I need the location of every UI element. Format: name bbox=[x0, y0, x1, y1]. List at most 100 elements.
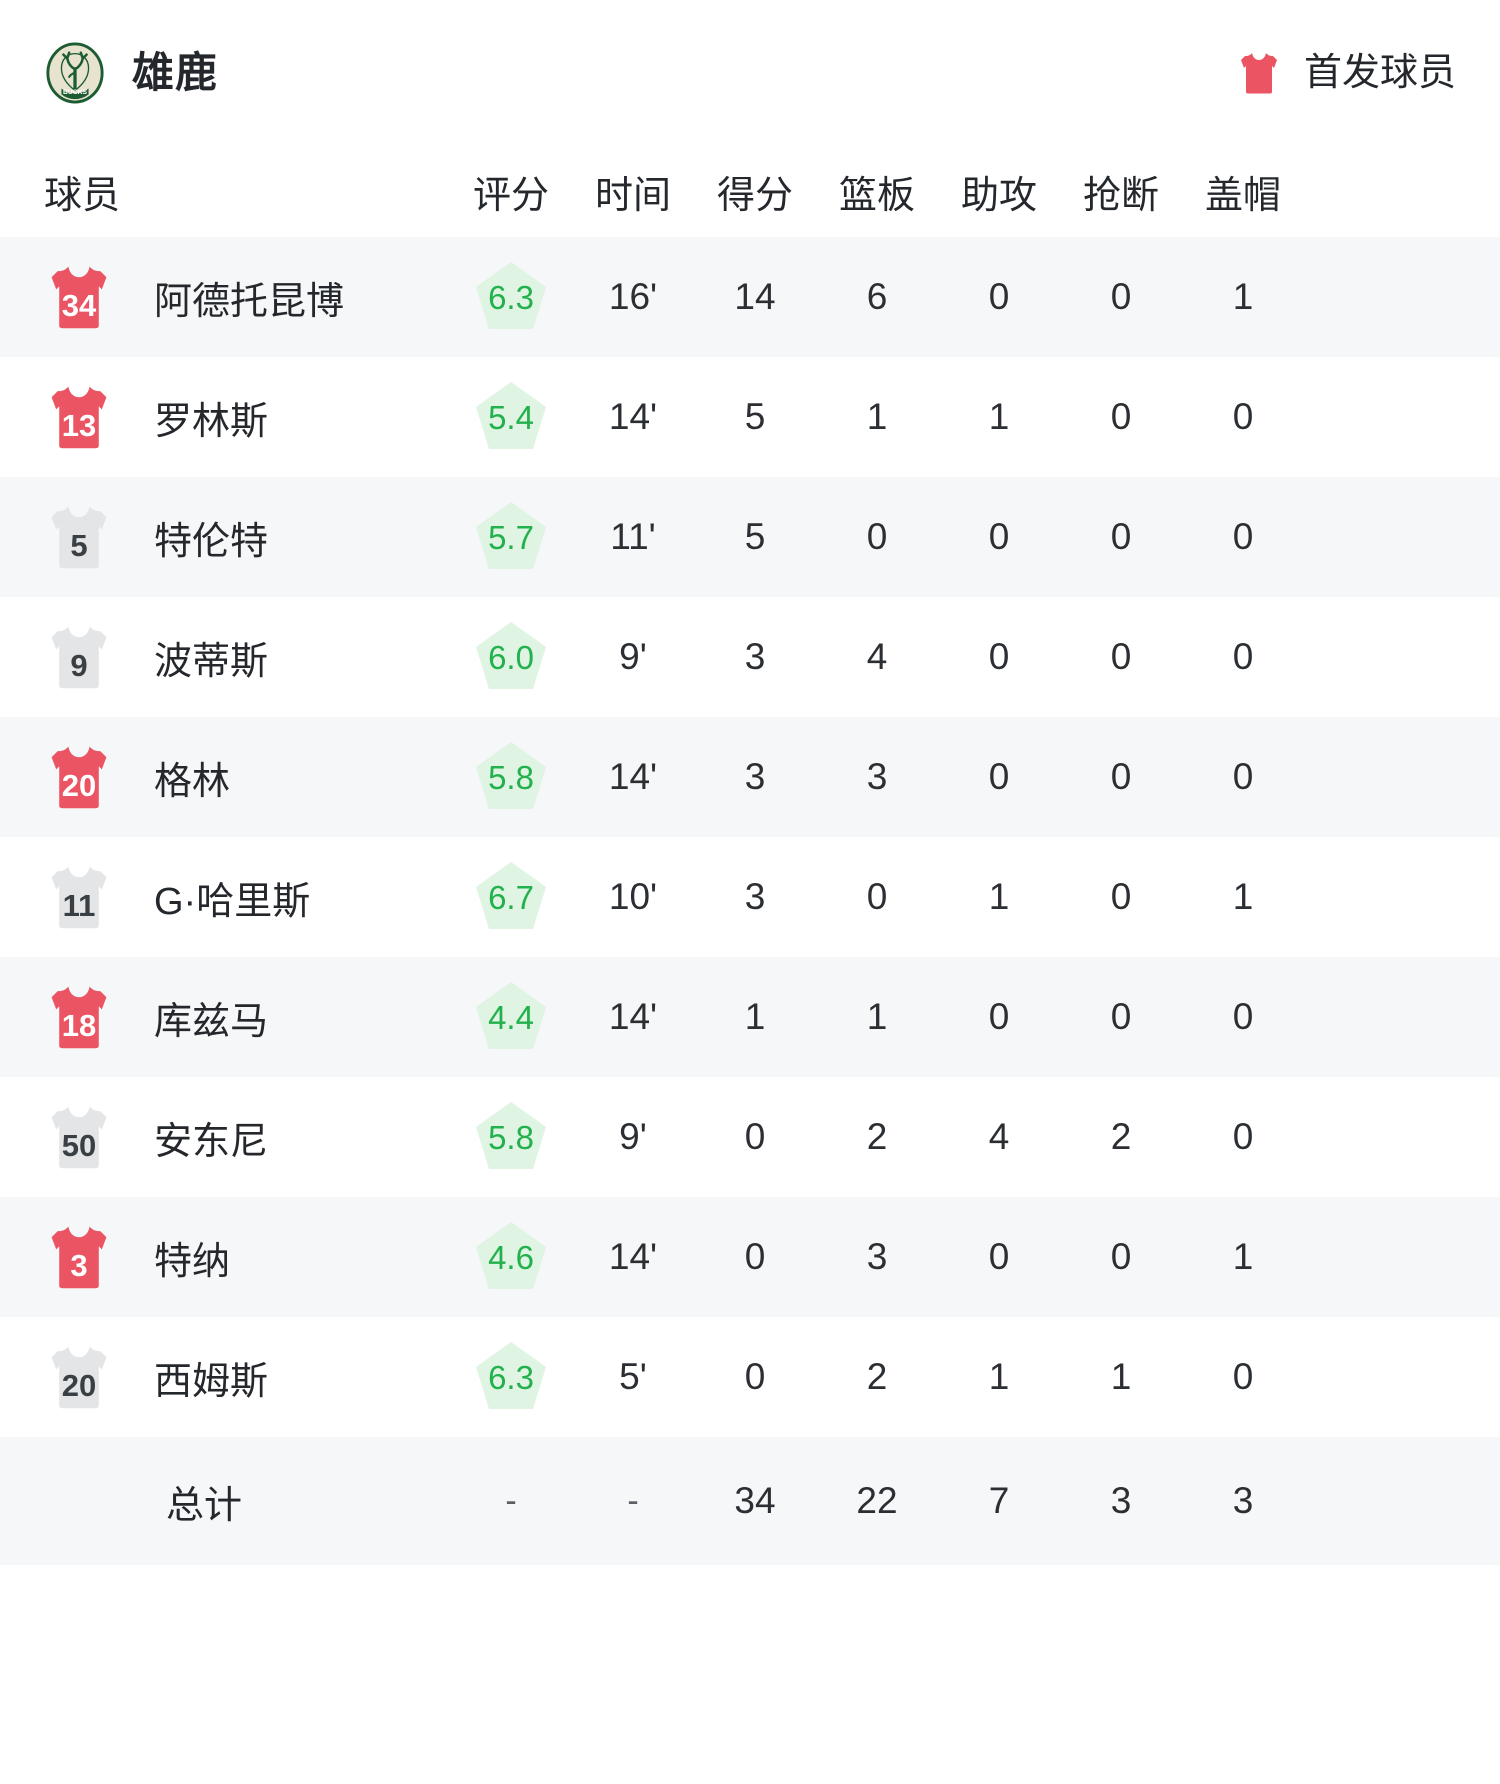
player-cell[interactable]: 13 罗林斯 bbox=[0, 384, 450, 450]
rating-value: 4.6 bbox=[488, 1238, 534, 1276]
stat-blocks: 0 bbox=[1232, 1356, 1254, 1397]
stat-minutes: 10' bbox=[608, 876, 658, 917]
jersey-icon: 20 bbox=[44, 1344, 114, 1410]
player-cell[interactable]: 9 波蒂斯 bbox=[0, 624, 450, 690]
column-header-points: 得分 bbox=[716, 174, 793, 217]
table-row[interactable]: 20 格林 5.8 14' 3 3 0 0 0 bbox=[0, 717, 1500, 837]
jersey-icon: 5 bbox=[44, 504, 114, 570]
rating-value: 6.0 bbox=[488, 638, 534, 676]
stat-steals: 0 bbox=[1110, 756, 1132, 797]
rating-value: 5.4 bbox=[488, 398, 534, 436]
rating-pentagon: 6.7 bbox=[473, 859, 549, 935]
rating-pentagon: 4.6 bbox=[473, 1219, 549, 1295]
totals-rating: - bbox=[505, 1481, 517, 1520]
table-row[interactable]: 20 西姆斯 6.3 5' 0 2 1 1 0 bbox=[0, 1317, 1500, 1437]
stat-steals: 2 bbox=[1110, 1116, 1132, 1157]
stat-assists: 1 bbox=[988, 396, 1010, 437]
player-stats-table: 球员 评分 时间 得分 篮板 助攻 抢断 盖帽 34 阿德托昆博 6.3 16' 14 6… bbox=[0, 145, 1500, 1784]
stat-assists: 0 bbox=[988, 996, 1010, 1037]
totals-blocks: 3 bbox=[1232, 1480, 1254, 1521]
stat-steals: 0 bbox=[1110, 996, 1132, 1037]
rating-value: 5.8 bbox=[488, 758, 534, 796]
table-row[interactable]: 50 安东尼 5.8 9' 0 2 4 2 0 bbox=[0, 1077, 1500, 1197]
stat-points: 5 bbox=[744, 516, 766, 557]
stat-blocks: 0 bbox=[1232, 636, 1254, 677]
rating-value: 5.7 bbox=[488, 518, 534, 556]
rating-value: 6.3 bbox=[488, 1358, 534, 1396]
rating-cell: 6.3 bbox=[450, 1339, 572, 1415]
totals-steals: 3 bbox=[1110, 1480, 1132, 1521]
rating-pentagon: 4.4 bbox=[473, 979, 549, 1055]
stat-steals: 0 bbox=[1110, 876, 1132, 917]
team-name: 雄鹿 bbox=[132, 48, 219, 96]
table-header-row: 球员 评分 时间 得分 篮板 助攻 抢断 盖帽 bbox=[0, 145, 1500, 237]
totals-points: 34 bbox=[734, 1480, 776, 1521]
table-row[interactable]: 34 阿德托昆博 6.3 16' 14 6 0 0 1 bbox=[0, 237, 1500, 357]
stat-minutes: 14' bbox=[608, 396, 658, 437]
stat-points: 3 bbox=[744, 636, 766, 677]
table-row[interactable]: 13 罗林斯 5.4 14' 5 1 1 0 0 bbox=[0, 357, 1500, 477]
rating-cell: 5.8 bbox=[450, 739, 572, 815]
stat-assists: 0 bbox=[988, 1236, 1010, 1277]
stat-points: 5 bbox=[744, 396, 766, 437]
jersey-icon: 50 bbox=[44, 1104, 114, 1170]
stat-assists: 1 bbox=[988, 1356, 1010, 1397]
stat-assists: 1 bbox=[988, 876, 1010, 917]
column-header-assists: 助攻 bbox=[960, 174, 1037, 217]
player-name: 特伦特 bbox=[154, 520, 269, 563]
stat-rebounds: 2 bbox=[866, 1356, 888, 1397]
table-row[interactable]: 9 波蒂斯 6.0 9' 3 4 0 0 0 bbox=[0, 597, 1500, 717]
column-header-rebounds: 篮板 bbox=[838, 174, 915, 217]
starters-legend: 首发球员 bbox=[1236, 52, 1456, 94]
player-cell[interactable]: 50 安东尼 bbox=[0, 1104, 450, 1170]
stat-rebounds: 3 bbox=[866, 1236, 888, 1277]
table-row[interactable]: 5 特伦特 5.7 11' 5 0 0 0 0 bbox=[0, 477, 1500, 597]
stat-blocks: 1 bbox=[1232, 876, 1254, 917]
stat-rebounds: 1 bbox=[866, 396, 888, 437]
jersey-icon: 3 bbox=[44, 1224, 114, 1290]
stat-rebounds: 2 bbox=[866, 1116, 888, 1157]
rating-pentagon: 5.8 bbox=[473, 1099, 549, 1175]
stat-rebounds: 3 bbox=[866, 756, 888, 797]
svg-text:BUCKS: BUCKS bbox=[63, 88, 88, 95]
player-name: 波蒂斯 bbox=[154, 640, 269, 683]
stat-assists: 0 bbox=[988, 516, 1010, 557]
starters-legend-label: 首发球员 bbox=[1303, 51, 1456, 94]
stat-assists: 0 bbox=[988, 756, 1010, 797]
table-row[interactable]: 11 G·哈里斯 6.7 10' 3 0 1 0 1 bbox=[0, 837, 1500, 957]
rating-cell: 6.7 bbox=[450, 859, 572, 935]
stat-points: 0 bbox=[744, 1356, 766, 1397]
stat-minutes: 9' bbox=[619, 636, 647, 677]
bucks-logo-icon: BUCKS bbox=[44, 41, 106, 104]
player-cell[interactable]: 20 西姆斯 bbox=[0, 1344, 450, 1410]
player-cell[interactable]: 34 阿德托昆博 bbox=[0, 264, 450, 330]
table-row[interactable]: 3 特纳 4.6 14' 0 3 0 0 1 bbox=[0, 1197, 1500, 1317]
stat-minutes: 9' bbox=[619, 1116, 647, 1157]
player-cell[interactable]: 5 特伦特 bbox=[0, 504, 450, 570]
stat-rebounds: 0 bbox=[866, 516, 888, 557]
player-cell[interactable]: 20 格林 bbox=[0, 744, 450, 810]
rating-value: 4.4 bbox=[488, 998, 534, 1036]
player-cell[interactable]: 11 G·哈里斯 bbox=[0, 864, 450, 930]
table-row[interactable]: 18 库兹马 4.4 14' 1 1 0 0 0 bbox=[0, 957, 1500, 1077]
stat-minutes: 14' bbox=[608, 1236, 658, 1277]
rating-pentagon: 5.4 bbox=[473, 379, 549, 455]
player-name: G·哈里斯 bbox=[154, 880, 311, 923]
rating-value: 6.3 bbox=[488, 278, 534, 316]
player-name: 阿德托昆博 bbox=[154, 280, 345, 323]
rating-value: 6.7 bbox=[488, 878, 534, 916]
stat-steals: 1 bbox=[1110, 1356, 1132, 1397]
column-header-steals: 抢断 bbox=[1082, 174, 1159, 217]
player-cell[interactable]: 3 特纳 bbox=[0, 1224, 450, 1290]
stat-points: 1 bbox=[744, 996, 766, 1037]
player-number: 5 bbox=[70, 528, 88, 563]
player-cell[interactable]: 18 库兹马 bbox=[0, 984, 450, 1050]
rating-pentagon: 6.3 bbox=[473, 259, 549, 335]
stat-points: 14 bbox=[734, 276, 776, 317]
player-number: 20 bbox=[61, 1368, 97, 1403]
stat-blocks: 0 bbox=[1232, 396, 1254, 437]
totals-rebounds: 22 bbox=[856, 1480, 898, 1521]
stat-rebounds: 4 bbox=[866, 636, 888, 677]
team-identity[interactable]: BUCKS 雄鹿 bbox=[44, 41, 219, 104]
stat-blocks: 1 bbox=[1232, 1236, 1254, 1277]
